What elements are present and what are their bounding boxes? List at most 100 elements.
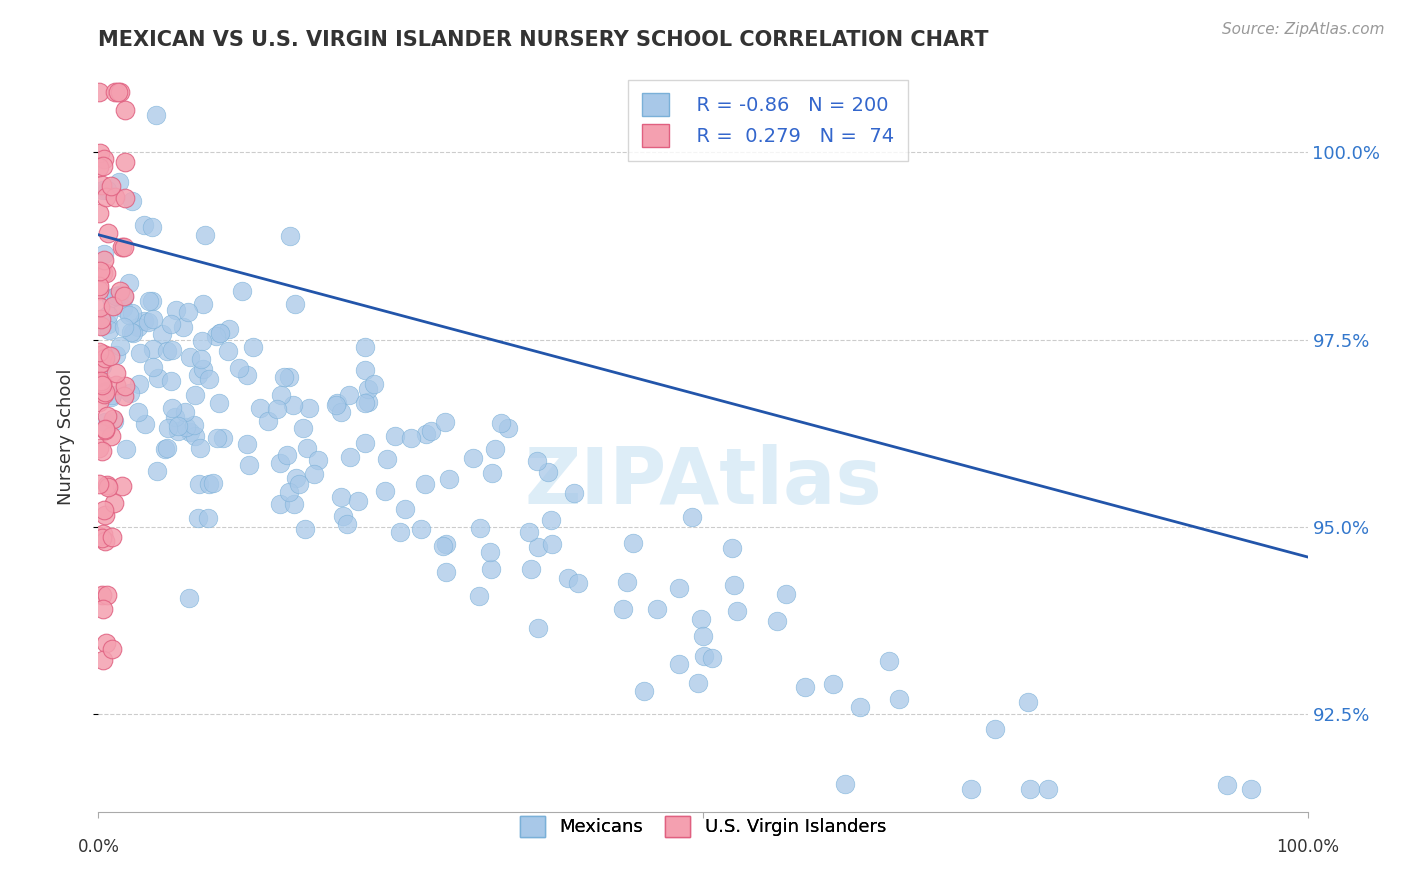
Point xyxy=(89,374,111,388)
Point xyxy=(681,509,703,524)
Point xyxy=(112,289,135,303)
Point xyxy=(90,311,112,326)
Point xyxy=(174,419,197,434)
Point xyxy=(468,521,491,535)
Point xyxy=(91,526,114,541)
Point xyxy=(179,425,201,439)
Point xyxy=(1017,695,1039,709)
Point xyxy=(160,318,183,332)
Point xyxy=(104,377,127,392)
Point xyxy=(984,722,1007,736)
Point xyxy=(540,537,562,551)
Point xyxy=(90,318,112,333)
Point xyxy=(91,266,114,280)
Point xyxy=(273,370,295,384)
Point xyxy=(97,308,120,322)
Point xyxy=(270,387,292,401)
Point xyxy=(191,361,214,376)
Point xyxy=(765,614,787,628)
Point xyxy=(96,588,118,602)
Point xyxy=(104,366,127,380)
Point xyxy=(121,194,143,208)
Point xyxy=(479,545,502,559)
Point xyxy=(103,86,125,100)
Point xyxy=(520,562,543,576)
Point xyxy=(179,591,201,606)
Point xyxy=(325,397,347,411)
Point xyxy=(156,343,179,358)
Point xyxy=(242,339,264,353)
Point xyxy=(231,285,253,299)
Point xyxy=(479,562,502,576)
Point xyxy=(97,480,120,494)
Point xyxy=(141,219,163,234)
Point xyxy=(434,537,457,551)
Point xyxy=(172,320,194,334)
Text: Source: ZipAtlas.com: Source: ZipAtlas.com xyxy=(1222,22,1385,37)
Point xyxy=(186,511,208,525)
Point xyxy=(89,376,111,390)
Point xyxy=(198,372,221,386)
Point xyxy=(160,401,183,415)
Point xyxy=(612,602,634,616)
Point xyxy=(156,421,179,435)
Point xyxy=(633,684,655,698)
Point xyxy=(87,345,110,359)
Point xyxy=(374,484,396,499)
Point xyxy=(347,493,370,508)
Point xyxy=(437,472,460,486)
Point xyxy=(432,539,454,553)
Point xyxy=(129,346,152,360)
Point xyxy=(91,653,114,667)
Point xyxy=(174,405,197,419)
Point xyxy=(90,377,112,392)
Point xyxy=(208,396,231,410)
Point xyxy=(103,414,125,428)
Point xyxy=(775,587,797,601)
Point xyxy=(557,571,579,585)
Point xyxy=(108,175,131,189)
Point xyxy=(562,486,585,500)
Point xyxy=(97,226,120,240)
Point xyxy=(236,368,259,382)
Point xyxy=(167,424,190,438)
Point xyxy=(285,471,308,485)
Point xyxy=(434,565,457,579)
Point xyxy=(266,402,288,417)
Point xyxy=(357,395,380,409)
Text: 100.0%: 100.0% xyxy=(1277,838,1339,856)
Point xyxy=(93,503,115,517)
Point xyxy=(121,306,143,320)
Point xyxy=(339,450,361,465)
Point xyxy=(1216,778,1239,792)
Point xyxy=(93,252,115,267)
Point xyxy=(879,655,901,669)
Point xyxy=(155,442,177,456)
Point xyxy=(97,317,120,331)
Point xyxy=(176,305,198,319)
Point xyxy=(235,437,257,451)
Point xyxy=(686,676,709,690)
Point xyxy=(94,508,117,523)
Point xyxy=(118,308,141,322)
Point xyxy=(132,218,155,232)
Point xyxy=(484,442,506,457)
Point xyxy=(100,530,122,544)
Point xyxy=(94,351,117,365)
Point xyxy=(89,300,111,314)
Point xyxy=(87,529,110,543)
Point xyxy=(108,287,131,301)
Point xyxy=(112,320,135,334)
Point xyxy=(354,362,377,376)
Point xyxy=(89,264,111,278)
Point xyxy=(394,502,416,516)
Point xyxy=(700,651,723,665)
Point xyxy=(280,229,302,244)
Point xyxy=(668,657,690,672)
Point xyxy=(537,465,560,479)
Point xyxy=(526,454,548,468)
Text: 0.0%: 0.0% xyxy=(77,838,120,856)
Point xyxy=(519,525,541,540)
Point xyxy=(419,424,441,438)
Point xyxy=(183,417,205,432)
